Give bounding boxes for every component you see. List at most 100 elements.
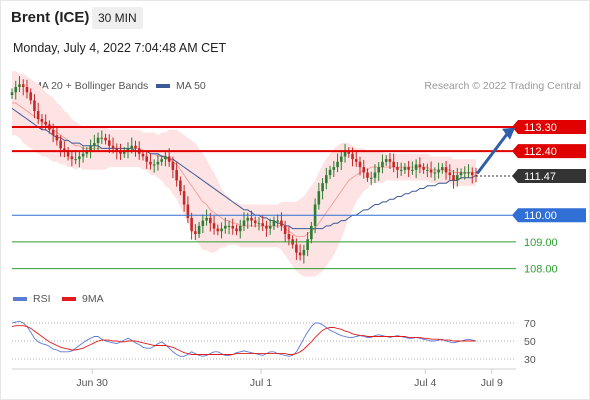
candle-body [29,92,33,101]
legend-ma50: MA 50 [156,80,206,92]
candle-body [126,148,130,152]
candle-body [429,169,433,173]
rsi-tick-label: 70 [524,318,536,330]
candle-body [339,156,343,162]
rsi-tick-label: 30 [524,354,536,366]
x-tick-label: Jul 1 [250,377,272,389]
level-label-box [512,168,586,183]
rsi-tick-label: 50 [524,336,536,348]
candle-body [392,161,395,168]
candle-body [373,172,377,178]
level-label-support: 108.00 [524,264,558,276]
candle-body [295,244,298,253]
candle-body [141,153,145,157]
candle-body [351,153,354,160]
legend-9ma-swatch [62,297,76,301]
candle-body [10,92,14,95]
candle-body [306,239,309,250]
candle-body [287,233,291,240]
candle-body [130,145,134,149]
candle-body [231,225,235,229]
candle-body [238,225,242,232]
legend-rsi: RSI [13,293,51,305]
candle-body [149,161,152,165]
candle-body [310,225,313,240]
x-tick-label: Jul 4 [414,377,436,389]
level-label-resistance: 113.30 [524,122,557,134]
candle-body [209,217,212,224]
candle-body [272,220,276,226]
level-label-last: 111.47 [524,171,556,183]
candle-body [422,167,425,170]
candle-body [70,156,74,160]
instrument-title: Brent (ICE) [11,9,90,26]
candle-body [407,167,410,170]
candle-body [325,175,328,184]
candle-body [246,217,250,221]
candle-body [81,153,85,157]
candle-body [418,164,422,168]
candle-body [190,217,193,232]
candle-body [328,169,332,176]
candle-body [369,177,373,179]
candle-body [111,145,115,149]
candle-body [44,121,47,125]
candle-body [321,183,324,192]
candle-body [399,169,403,171]
candle-body [467,172,470,174]
candle-body [302,249,306,256]
candle-body [59,140,62,149]
candle-body [444,167,448,173]
bollinger-band-area [12,70,476,277]
candle-body [235,228,238,232]
candle-body [164,156,167,160]
candle-body [317,191,321,205]
candle-body [441,167,444,170]
candle-body [115,148,119,152]
candle-body [171,161,175,170]
candle-body [18,84,21,87]
candle-body [74,159,77,161]
candle-body [201,220,205,226]
timeframe-button[interactable]: 30 MIN [92,7,143,29]
candle-body [377,167,381,173]
projection-arrow-shaft [476,131,510,174]
candle-body [194,231,197,234]
research-credit: Research © 2022 Trading Central [424,80,581,92]
rsi-line [11,320,477,357]
candle-body [220,228,223,232]
candle-body [152,164,156,166]
candle-body [242,220,246,226]
candle-body [167,156,171,162]
candle-body [253,220,257,224]
legend-ma20-label: MA 20 + Bollinger Bands [33,80,149,92]
candle-body [186,204,190,218]
candle-body [179,180,182,192]
candle-body [358,161,362,168]
candle-body [227,225,231,227]
candle-body [396,167,399,170]
candle-body [182,191,186,205]
candle-body [455,175,459,181]
candle-body [459,172,463,176]
level-label-box [512,120,586,135]
level-label-box [512,144,586,159]
candle-body [268,225,272,229]
candle-body [343,151,347,157]
candle-body [89,145,92,152]
candle-body [332,167,336,170]
level-label-resistance: 112.40 [524,146,557,158]
x-tick-label: Jul 9 [481,377,503,389]
candle-body [96,137,100,144]
candle-body [100,137,104,139]
candle-body [411,169,414,171]
level-label-pivot: 110.00 [524,210,557,222]
candle-body [63,148,66,152]
candle-body [33,100,36,112]
candle-body [414,164,418,170]
legend-rsi-label: RSI [33,293,51,305]
candle-body [40,119,44,122]
candle-body [384,159,388,162]
candle-body [93,143,96,146]
